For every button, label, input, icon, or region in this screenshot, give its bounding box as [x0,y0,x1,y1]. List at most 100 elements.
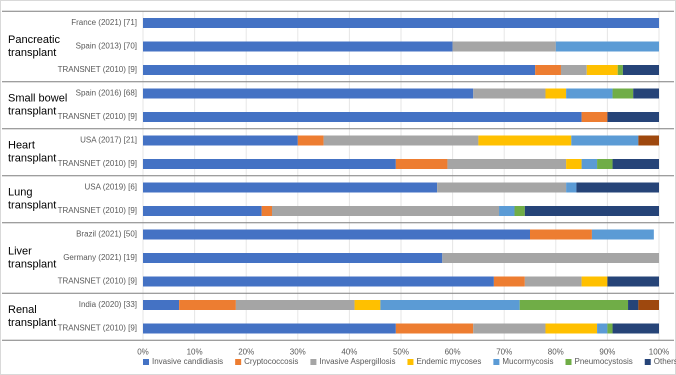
bar-segment [143,112,582,122]
bar-segment [395,159,448,169]
bar-segment [519,300,629,310]
legend-item: Invasive Aspergillosis [310,357,395,366]
bar-segment [143,18,659,28]
bar-segment [380,300,520,310]
row-label: Spain (2013) [70] [76,42,137,51]
bar-segment [597,323,608,334]
legend-label: Pneumocystosis [575,357,633,366]
bar-segment [143,300,180,310]
bar-segment [566,182,577,193]
bar-segment [571,135,639,146]
row-label: France (2021) [71] [71,18,137,27]
bar-segment [143,253,443,263]
bar-segment [612,159,659,169]
bar-segment [143,182,438,193]
bar-segment [442,253,659,263]
bar-segment [576,182,659,193]
x-tick-label: 80% [548,347,564,356]
row-label: TRANSNET (2010) [9] [58,65,137,74]
bar-segment [530,229,592,240]
bar-segment [622,65,659,75]
bar-segment [566,88,613,99]
row-label: Spain (2016) [68] [76,89,137,98]
bar-segment [566,159,582,169]
legend-label: Endemic mycoses [416,357,481,366]
group-label: transplant [8,317,56,329]
bar-segment [143,206,262,216]
bar-segment [581,112,608,122]
group-label: Small bowel [8,93,67,105]
bar-segment [581,276,608,287]
row-label: TRANSNET (2010) [9] [58,112,137,121]
row-label: India (2020) [33] [79,300,137,309]
legend-label: Cryptococcosis [244,357,298,366]
legend-swatch [143,359,149,365]
bar-segment [607,112,659,122]
bar-segment [452,41,556,52]
bar-segment [607,323,613,334]
bar-segment [607,276,659,287]
bar-segment [323,135,479,146]
bar-segment [633,88,659,99]
bar-segment [143,276,494,287]
legend-swatch [493,359,500,365]
bar-segment [617,65,623,75]
bar-segment [143,229,530,240]
bar-segment [535,65,561,75]
group-label: Heart [8,140,35,152]
bar-segment [473,88,546,99]
row-label: TRANSNET (2010) [9] [58,277,137,286]
row-label: USA (2017) [21] [80,136,137,145]
row-label: Brazil (2021) [50] [76,230,137,239]
bar-segment [143,65,536,75]
legend-label: Others* [654,357,676,366]
x-tick-label: 0% [137,347,149,356]
legend-swatch [235,359,242,365]
row-label: TRANSNET (2010) [9] [58,206,137,215]
bar-segment [586,65,618,75]
bar-segment [143,88,474,99]
bar-segment [447,159,567,169]
bar-segment [143,135,298,146]
legend-item: Endemic mycoses [407,357,481,366]
bar-segment [437,182,567,193]
x-tick-label: 100% [649,347,669,356]
group-label: transplant [8,200,56,212]
bar-segment [514,206,525,216]
bar-segment [143,159,396,169]
legend-label: Invasive candidiasis [152,357,223,366]
legend-label: Invasive Aspergillosis [319,357,395,366]
bar-segment [493,276,525,287]
group-label: Lung [8,187,32,199]
bar-segment [143,41,453,52]
group-label: transplant [8,153,56,165]
bar-segment [354,300,381,310]
legend-item: Cryptococcosis [235,357,298,366]
x-tick-label: 10% [187,347,203,356]
legend-swatch [565,359,572,365]
bar-segment [560,65,587,75]
bar-segment [597,159,613,169]
legend-item: Mucormycosis [493,357,554,366]
x-tick-label: 40% [341,347,357,356]
bar-segment [628,300,639,310]
x-tick-label: 30% [290,347,306,356]
bar-segment [545,323,598,334]
bar-segment [612,323,659,334]
legend-item: Invasive candidiasis [143,357,223,366]
bar-segment [473,323,546,334]
group-label: transplant [8,106,56,118]
group-label: Renal [8,304,37,316]
bar-segment [235,300,355,310]
bar-segment [591,229,654,240]
legend-item: Pneumocystosis [565,357,633,366]
group-label: Liver [8,245,32,257]
bar-segment [179,300,236,310]
bar-segment [261,206,272,216]
bar-segment [524,276,582,287]
bar-segment [395,323,474,334]
group-label: transplant [8,258,56,270]
legend-swatch [644,359,651,365]
bar-segment [499,206,515,216]
